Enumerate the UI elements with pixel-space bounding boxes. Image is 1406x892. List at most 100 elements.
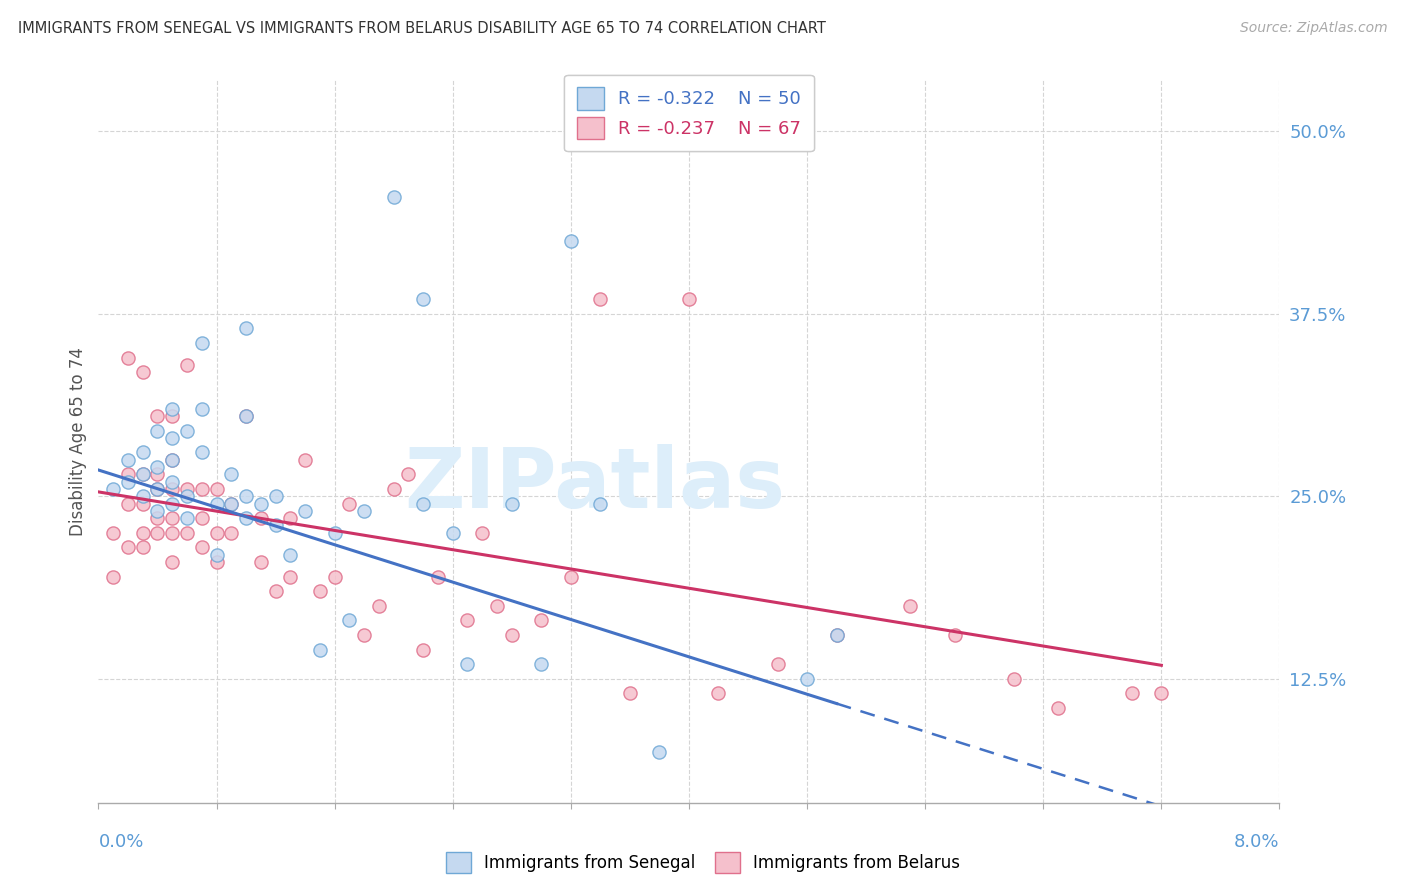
Point [235, 409, 257, 423]
Point [412, 497, 434, 511]
Point [162, 555, 183, 569]
Point [264, 518, 287, 533]
Point [146, 482, 169, 496]
Point [382, 190, 405, 204]
Y-axis label: Disability Age 65 to 74: Disability Age 65 to 74 [69, 347, 87, 536]
Text: 8.0%: 8.0% [1234, 833, 1279, 851]
Point [191, 401, 214, 416]
Point [235, 489, 257, 503]
Point [191, 445, 214, 459]
Point [235, 321, 257, 335]
Point [117, 351, 139, 365]
Point [146, 424, 169, 438]
Point [176, 511, 198, 525]
Point [796, 672, 818, 686]
Point [398, 467, 420, 482]
Point [146, 409, 169, 423]
Point [309, 584, 332, 599]
Point [132, 525, 155, 540]
Point [323, 569, 346, 583]
Point [264, 489, 287, 503]
Point [146, 504, 169, 518]
Point [162, 497, 183, 511]
Point [176, 358, 198, 372]
Point [162, 511, 183, 525]
Point [221, 497, 243, 511]
Point [132, 489, 155, 503]
Point [648, 745, 671, 759]
Point [191, 541, 214, 555]
Point [250, 555, 273, 569]
Point [501, 628, 523, 642]
Point [132, 497, 155, 511]
Point [339, 497, 361, 511]
Point [235, 511, 257, 525]
Point [117, 452, 139, 467]
Point [205, 497, 228, 511]
Point [339, 613, 361, 627]
Point [412, 292, 434, 306]
Point [146, 482, 169, 496]
Point [103, 525, 125, 540]
Point [132, 541, 155, 555]
Point [221, 525, 243, 540]
Point [825, 628, 848, 642]
Point [589, 497, 612, 511]
Point [162, 452, 183, 467]
Text: 0.0%: 0.0% [98, 833, 143, 851]
Point [412, 642, 434, 657]
Point [191, 511, 214, 525]
Point [471, 525, 494, 540]
Point [162, 409, 183, 423]
Point [146, 460, 169, 475]
Point [619, 686, 641, 700]
Point [353, 504, 375, 518]
Point [162, 452, 183, 467]
Point [103, 482, 125, 496]
Point [205, 482, 228, 496]
Point [560, 569, 582, 583]
Point [457, 613, 479, 627]
Point [117, 467, 139, 482]
Point [1002, 672, 1025, 686]
Point [1150, 686, 1173, 700]
Point [132, 365, 155, 379]
Point [176, 482, 198, 496]
Point [162, 482, 183, 496]
Point [501, 497, 523, 511]
Point [162, 525, 183, 540]
Point [457, 657, 479, 672]
Point [323, 525, 346, 540]
Point [707, 686, 730, 700]
Point [530, 613, 553, 627]
Point [294, 504, 316, 518]
Point [441, 525, 464, 540]
Legend: Immigrants from Senegal, Immigrants from Belarus: Immigrants from Senegal, Immigrants from… [439, 846, 967, 880]
Point [191, 482, 214, 496]
Point [280, 511, 302, 525]
Point [221, 467, 243, 482]
Point [176, 424, 198, 438]
Point [162, 475, 183, 489]
Point [132, 445, 155, 459]
Point [146, 525, 169, 540]
Point [162, 431, 183, 445]
Text: ZIPatlas: ZIPatlas [404, 444, 785, 525]
Point [382, 482, 405, 496]
Point [205, 525, 228, 540]
Point [146, 511, 169, 525]
Point [560, 234, 582, 248]
Point [825, 628, 848, 642]
Point [103, 569, 125, 583]
Point [294, 452, 316, 467]
Point [280, 548, 302, 562]
Point [117, 475, 139, 489]
Point [250, 497, 273, 511]
Point [353, 628, 375, 642]
Point [309, 642, 332, 657]
Text: IMMIGRANTS FROM SENEGAL VS IMMIGRANTS FROM BELARUS DISABILITY AGE 65 TO 74 CORRE: IMMIGRANTS FROM SENEGAL VS IMMIGRANTS FR… [18, 21, 827, 36]
Point [235, 409, 257, 423]
Point [1046, 701, 1070, 715]
Point [280, 569, 302, 583]
Legend: R = -0.322    N = 50, R = -0.237    N = 67: R = -0.322 N = 50, R = -0.237 N = 67 [564, 75, 814, 152]
